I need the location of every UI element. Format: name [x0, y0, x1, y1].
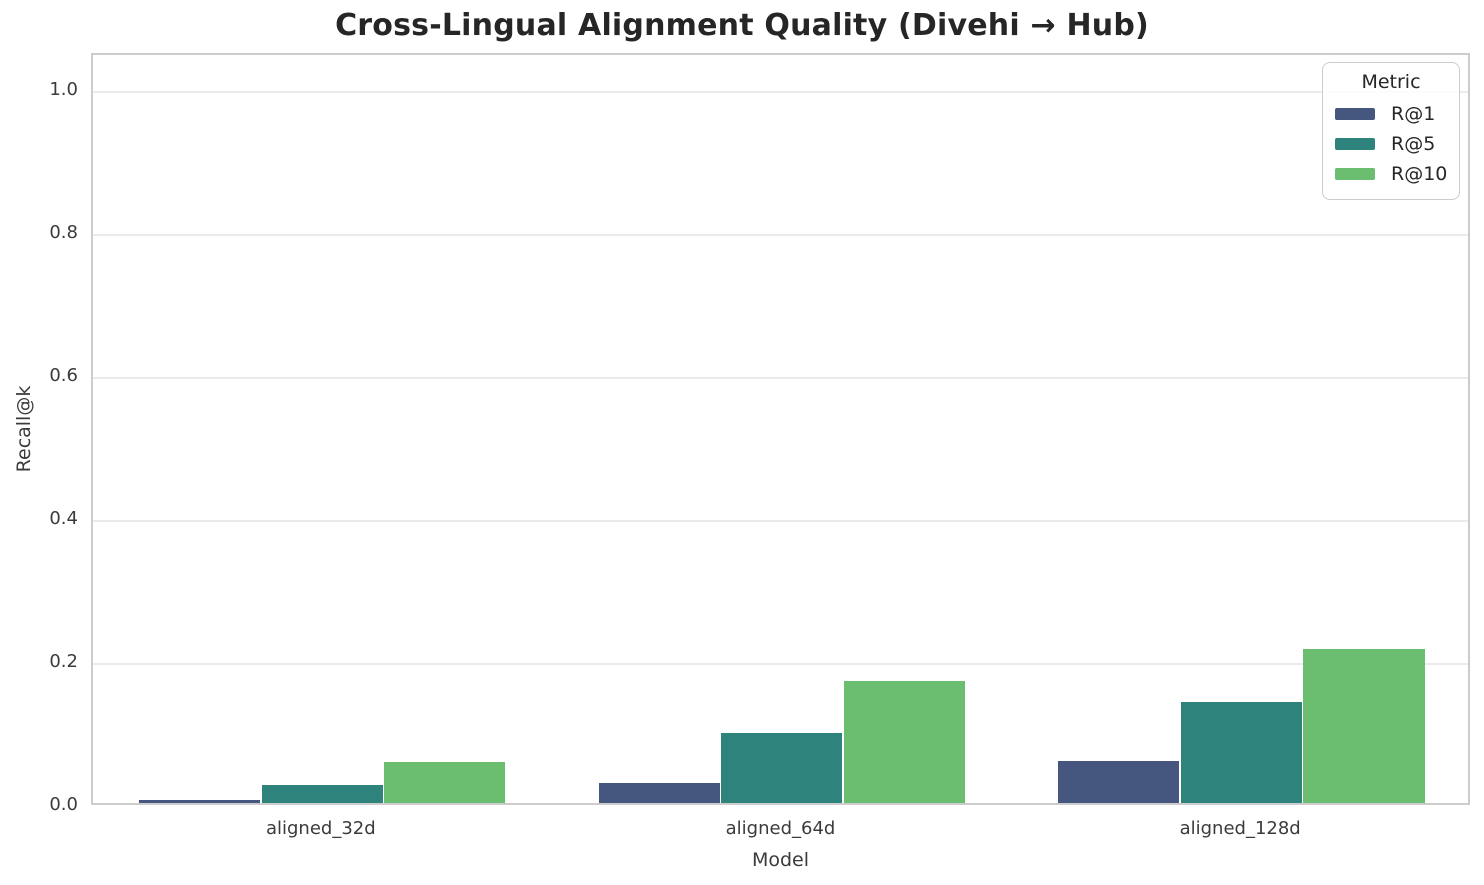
gridline — [93, 234, 1468, 237]
legend-label: R@1 — [1391, 103, 1436, 125]
legend-swatch-icon — [1335, 108, 1375, 120]
legend-item-R@1: R@1 — [1335, 99, 1447, 129]
bar-aligned_128d-R@1 — [1058, 760, 1180, 803]
legend-label: R@5 — [1391, 133, 1436, 155]
bar-aligned_64d-R@1 — [598, 783, 720, 803]
x-tick-label: aligned_128d — [1179, 818, 1301, 839]
x-axis-label: Model — [751, 849, 810, 871]
legend-items: R@1 R@5 R@10 — [1335, 99, 1447, 189]
x-tick-label: aligned_64d — [725, 818, 836, 839]
legend-label: R@10 — [1391, 163, 1448, 185]
legend: Metric R@1 R@5 R@10 — [1322, 62, 1460, 200]
legend-swatch-icon — [1335, 138, 1375, 150]
y-tick-label: 1.0 — [49, 79, 78, 101]
bar-aligned_32d-R@5 — [261, 785, 383, 803]
bar-aligned_32d-R@10 — [384, 762, 506, 803]
y-tick-label: 0.8 — [49, 222, 78, 244]
legend-item-R@10: R@10 — [1335, 159, 1447, 189]
y-tick-label: 0.4 — [49, 508, 78, 530]
x-tick-label: aligned_32d — [265, 818, 376, 839]
gridline — [93, 663, 1468, 666]
bar-aligned_128d-R@5 — [1180, 702, 1302, 803]
y-tick-label: 0.0 — [49, 794, 78, 815]
bar-aligned_64d-R@10 — [843, 681, 965, 803]
bar-aligned_32d-R@1 — [138, 800, 261, 803]
y-axis-label: Recall@k — [13, 385, 35, 473]
y-tick-label: 0.6 — [49, 365, 78, 387]
plot-area — [91, 53, 1470, 805]
bar-aligned_64d-R@5 — [721, 732, 843, 803]
gridline — [93, 520, 1468, 523]
legend-item-R@5: R@5 — [1335, 129, 1447, 159]
legend-swatch-icon — [1335, 168, 1375, 180]
y-tick-label: 0.2 — [49, 651, 78, 673]
chart-title: Cross-Lingual Alignment Quality (Divehi … — [335, 8, 1149, 43]
gridline — [93, 91, 1468, 94]
bar-aligned_128d-R@10 — [1303, 649, 1425, 803]
legend-title: Metric — [1361, 71, 1421, 93]
gridline — [93, 377, 1468, 380]
